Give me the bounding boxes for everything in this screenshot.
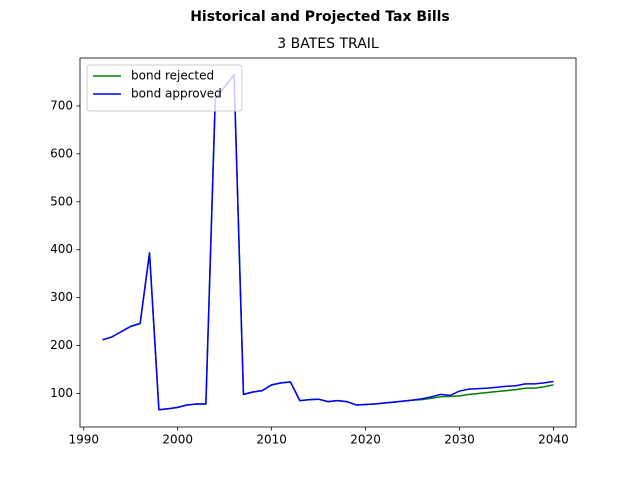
x-tick-label: 2030 — [444, 433, 475, 447]
legend-label: bond rejected — [131, 69, 214, 83]
y-tick-label: 200 — [50, 338, 73, 352]
x-tick-label: 2010 — [256, 433, 287, 447]
x-tick-label: 2020 — [350, 433, 381, 447]
chart-title: Historical and Projected Tax Bills — [190, 9, 450, 25]
y-tick-label: 500 — [50, 194, 73, 208]
x-tick-label: 1990 — [68, 433, 99, 447]
chart-subtitle: 3 BATES TRAIL — [277, 36, 379, 52]
y-tick-label: 300 — [50, 290, 73, 304]
y-tick-label: 100 — [50, 386, 73, 400]
x-tick-label: 2000 — [162, 433, 193, 447]
y-tick-label: 400 — [50, 242, 73, 256]
axes-frame — [79, 57, 577, 428]
legend-box — [86, 64, 243, 112]
y-tick-label: 700 — [50, 98, 73, 112]
y-tick-label: 600 — [50, 146, 73, 160]
legend-label: bond approved — [131, 87, 222, 101]
line-series — [102, 74, 554, 411]
x-tick-label: 2040 — [538, 433, 569, 447]
